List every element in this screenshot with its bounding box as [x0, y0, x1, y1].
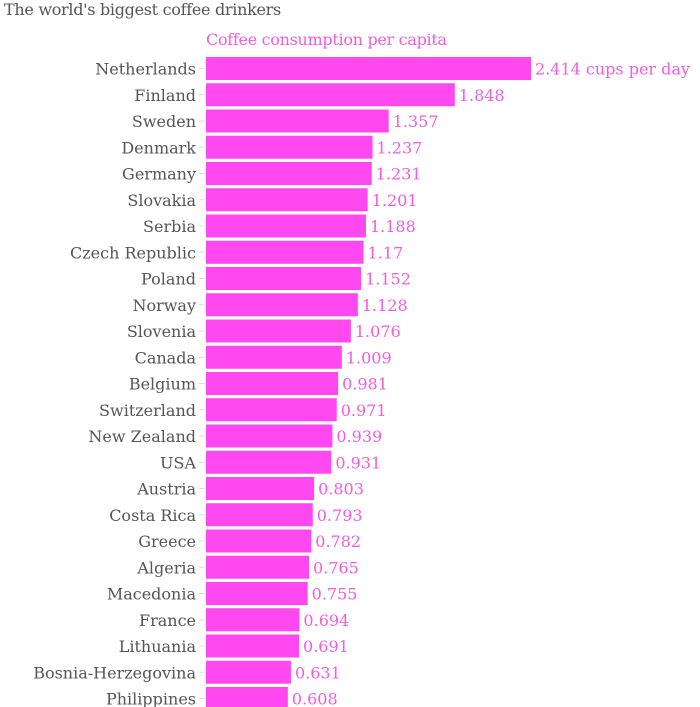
value-label: 0.782 [315, 532, 361, 551]
bar [206, 214, 366, 238]
value-label: 1.237 [377, 138, 423, 157]
category-label: Algeria [136, 558, 196, 577]
category-label: Poland [141, 270, 196, 289]
bar [206, 319, 351, 343]
value-label: 0.608 [292, 690, 338, 707]
value-label: 0.971 [341, 401, 387, 420]
value-label: 1.357 [393, 112, 439, 131]
value-label: 1.17 [368, 243, 404, 262]
category-label: Belgium [129, 375, 196, 394]
bar [206, 83, 455, 107]
bar [206, 608, 300, 632]
bar [206, 398, 337, 422]
bar [206, 555, 309, 579]
value-label: 1.009 [346, 348, 392, 367]
value-label: 0.694 [303, 611, 349, 630]
category-label: Norway [132, 296, 196, 315]
bar [206, 687, 288, 707]
bar [206, 162, 372, 185]
value-label: 0.981 [342, 375, 388, 394]
category-label: Greece [138, 532, 196, 551]
category-label: Lithuania [119, 637, 197, 656]
category-label: Netherlands [95, 60, 196, 79]
value-label: 1.152 [365, 270, 411, 289]
chart-subtitle: Coffee consumption per capita [206, 30, 447, 49]
bar [206, 582, 308, 605]
value-label: 0.631 [295, 663, 341, 682]
value-label: 1.201 [372, 191, 418, 210]
bar [206, 293, 358, 317]
bar [206, 634, 300, 658]
category-label: Slovakia [127, 191, 196, 210]
value-label: 0.793 [317, 506, 363, 525]
bar [206, 503, 313, 527]
bar [206, 57, 531, 80]
category-label: Costa Rica [109, 506, 196, 525]
bar [206, 372, 339, 395]
value-label: 0.765 [313, 558, 359, 577]
category-label: Serbia [143, 217, 196, 236]
value-label: 1.188 [370, 217, 416, 236]
category-label: Sweden [132, 112, 196, 131]
bar [206, 109, 389, 133]
value-label: 0.691 [303, 637, 349, 656]
value-label: 2.414 cups per day [535, 60, 690, 79]
category-label: Canada [135, 348, 197, 367]
value-label: 1.848 [459, 86, 505, 105]
category-label: Switzerland [99, 401, 196, 420]
bar [206, 424, 333, 448]
bar [206, 188, 368, 212]
category-label: Czech Republic [70, 243, 196, 262]
category-label: USA [160, 453, 196, 472]
value-label: 1.128 [362, 296, 408, 315]
bar [206, 529, 312, 553]
category-label: Bosnia-Herzegovina [33, 663, 196, 682]
category-label: France [139, 611, 196, 630]
value-label: 0.931 [335, 453, 381, 472]
value-label: 1.076 [355, 322, 401, 341]
category-label: Slovenia [127, 322, 197, 341]
value-label: 0.803 [318, 480, 364, 499]
bar [206, 450, 332, 474]
category-label: Philippines [106, 690, 196, 707]
bar [206, 240, 364, 264]
category-label: Denmark [121, 138, 196, 157]
category-label: Austria [136, 480, 196, 499]
category-label: Finland [134, 86, 196, 105]
chart-title: The world's biggest coffee drinkers [4, 0, 281, 19]
bar [206, 267, 362, 290]
value-label: 0.755 [312, 585, 358, 604]
bar [206, 477, 315, 500]
category-label: Macedonia [107, 585, 197, 604]
value-label: 1.231 [376, 165, 422, 184]
bar [206, 660, 291, 684]
bar [206, 135, 373, 159]
category-label: New Zealand [88, 427, 196, 446]
category-label: Germany [122, 165, 196, 184]
value-label: 0.939 [336, 427, 382, 446]
bar [206, 345, 342, 369]
